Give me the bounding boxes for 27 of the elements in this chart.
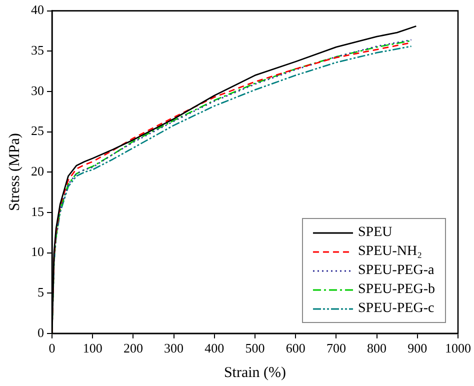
x-tick-label: 200 xyxy=(123,340,143,356)
y-tick-label: 15 xyxy=(31,204,44,219)
y-axis-title: Stress (MPa) xyxy=(6,133,23,212)
legend-label: SPEU xyxy=(358,224,392,241)
legend-label: SPEU-PEG-a xyxy=(358,262,434,279)
x-tick-label: 600 xyxy=(286,340,306,356)
y-tick-label: 40 xyxy=(31,2,44,18)
y-tick-label: 10 xyxy=(31,244,44,260)
x-tick-label: 900 xyxy=(408,340,428,356)
x-tick-label: 100 xyxy=(82,340,102,356)
y-tick-label: 30 xyxy=(31,82,44,98)
legend-label: SPEU-PEG-c xyxy=(358,300,434,317)
x-axis-title: Strain (%) xyxy=(224,364,286,381)
legend-label: SPEU-PEG-b xyxy=(358,282,436,298)
x-tick-label: 0 xyxy=(48,340,56,356)
y-tick-label: 35 xyxy=(31,42,44,58)
x-tick-label: 400 xyxy=(204,340,224,356)
y-tick-label: 0 xyxy=(38,324,44,340)
x-tick-label: 700 xyxy=(326,340,346,356)
x-tick-label: 1000 xyxy=(445,340,471,356)
x-tick-label: 500 xyxy=(245,340,265,356)
x-tick-label: 300 xyxy=(164,340,184,356)
x-tick-label: 800 xyxy=(367,340,387,356)
y-tick-label: 25 xyxy=(31,123,44,138)
y-tick-label: 5 xyxy=(38,284,44,300)
legend-label: SPEU-NH₂ xyxy=(358,244,422,260)
y-tick-label: 20 xyxy=(31,164,44,179)
